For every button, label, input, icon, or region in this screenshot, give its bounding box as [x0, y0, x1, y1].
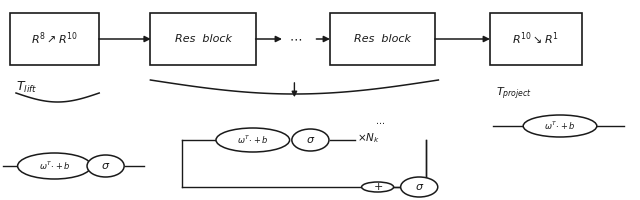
- Text: $R^{10} \searrow R^1$: $R^{10} \searrow R^1$: [513, 31, 559, 47]
- Text: $\omega^T\!\cdot\!+b$: $\omega^T\!\cdot\!+b$: [38, 160, 70, 172]
- Text: $+$: $+$: [372, 182, 383, 192]
- Circle shape: [362, 182, 394, 192]
- Text: $\omega^T\!\cdot\!+b$: $\omega^T\!\cdot\!+b$: [237, 134, 269, 146]
- Text: $\times N_k$: $\times N_k$: [357, 131, 380, 145]
- Text: $\cdots$: $\cdots$: [374, 117, 385, 127]
- Ellipse shape: [401, 177, 438, 197]
- FancyBboxPatch shape: [490, 13, 582, 65]
- Text: $\cdots$: $\cdots$: [289, 32, 302, 46]
- FancyBboxPatch shape: [10, 13, 99, 65]
- Ellipse shape: [18, 153, 92, 179]
- Text: $\omega^T\!\cdot\!+b$: $\omega^T\!\cdot\!+b$: [544, 120, 576, 132]
- Text: Res  block: Res block: [354, 34, 411, 44]
- Text: $T_{lift}$: $T_{lift}$: [16, 80, 37, 95]
- Text: $\sigma$: $\sigma$: [101, 161, 110, 171]
- Ellipse shape: [216, 128, 290, 152]
- Text: $T_{project}$: $T_{project}$: [496, 86, 532, 102]
- Ellipse shape: [87, 155, 124, 177]
- Text: $\sigma$: $\sigma$: [415, 182, 424, 192]
- Ellipse shape: [292, 129, 329, 151]
- Text: $R^8 \nearrow R^{10}$: $R^8 \nearrow R^{10}$: [31, 31, 78, 47]
- Ellipse shape: [524, 115, 596, 137]
- Text: $\sigma$: $\sigma$: [306, 135, 315, 145]
- FancyBboxPatch shape: [150, 13, 256, 65]
- FancyBboxPatch shape: [330, 13, 435, 65]
- Text: Res  block: Res block: [175, 34, 232, 44]
